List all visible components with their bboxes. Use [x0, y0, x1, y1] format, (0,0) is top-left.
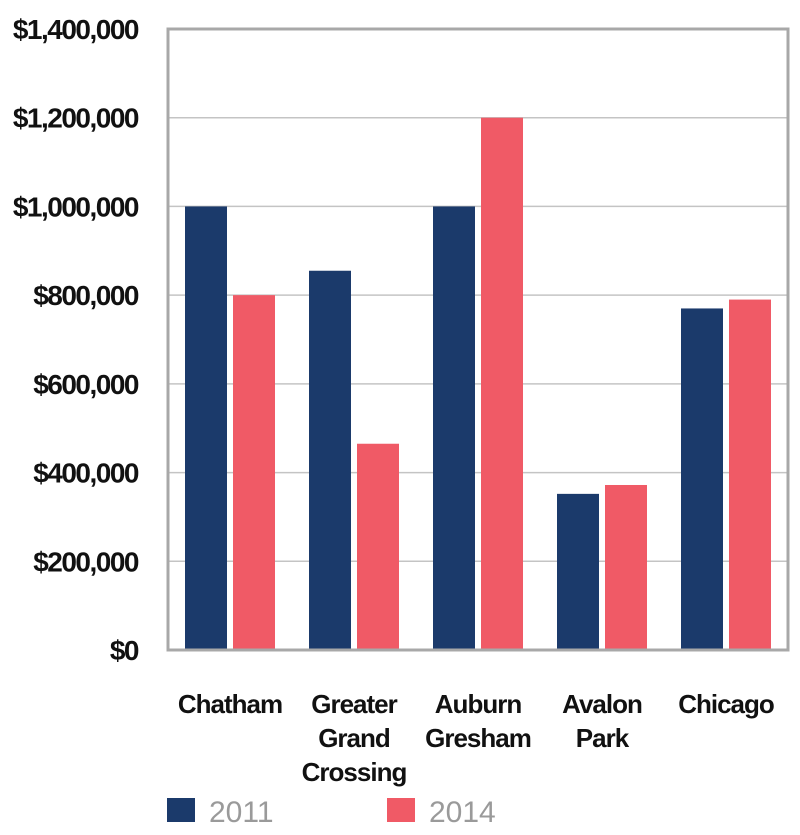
category-label: Chatham [178, 689, 282, 719]
y-tick-label: $1,200,000 [13, 103, 139, 134]
bar-2014-2 [481, 117, 523, 650]
bar-2014-4 [729, 299, 771, 650]
bar-2011-4 [681, 308, 723, 650]
plot-frame [166, 27, 790, 652]
y-tick-label: $600,000 [33, 369, 139, 400]
bar-2011-3 [557, 493, 599, 650]
bar-2014-0 [233, 295, 275, 650]
category-label: Gresham [425, 723, 531, 753]
x-axis-categories: Chatham Greater Grand Crossing Auburn Gresham… [178, 689, 775, 787]
y-axis-ticks: $0 $200,000 $400,000 $600,000 $800,000 $1,000… [13, 14, 141, 666]
bar-2011-2 [433, 206, 475, 650]
legend-label: 2011 [209, 796, 274, 829]
category-label: Park [576, 723, 630, 753]
legend-swatch-2014 [387, 798, 415, 822]
legend-swatch-2011 [167, 798, 195, 822]
bars [185, 117, 771, 650]
y-tick-label: $800,000 [33, 280, 139, 311]
legend-label: 2014 [429, 796, 496, 829]
y-tick-label: $0 [110, 635, 139, 666]
y-tick-label: $200,000 [33, 546, 139, 577]
category-label: Auburn [435, 689, 522, 719]
legend: 2011 2014 [167, 796, 496, 829]
category-label: Crossing [302, 757, 407, 787]
bar-2011-0 [185, 206, 227, 650]
category-label: Grand [318, 723, 390, 753]
bar-2014-1 [357, 443, 399, 650]
y-tick-label: $1,400,000 [13, 14, 139, 45]
category-label: Avalon [562, 689, 642, 719]
bar-2014-3 [605, 484, 647, 650]
y-tick-label: $400,000 [33, 458, 139, 489]
category-label: Chicago [678, 689, 774, 719]
bar-2011-1 [309, 270, 351, 650]
y-tick-label: $1,000,000 [13, 191, 139, 222]
category-label: Greater [311, 689, 397, 719]
